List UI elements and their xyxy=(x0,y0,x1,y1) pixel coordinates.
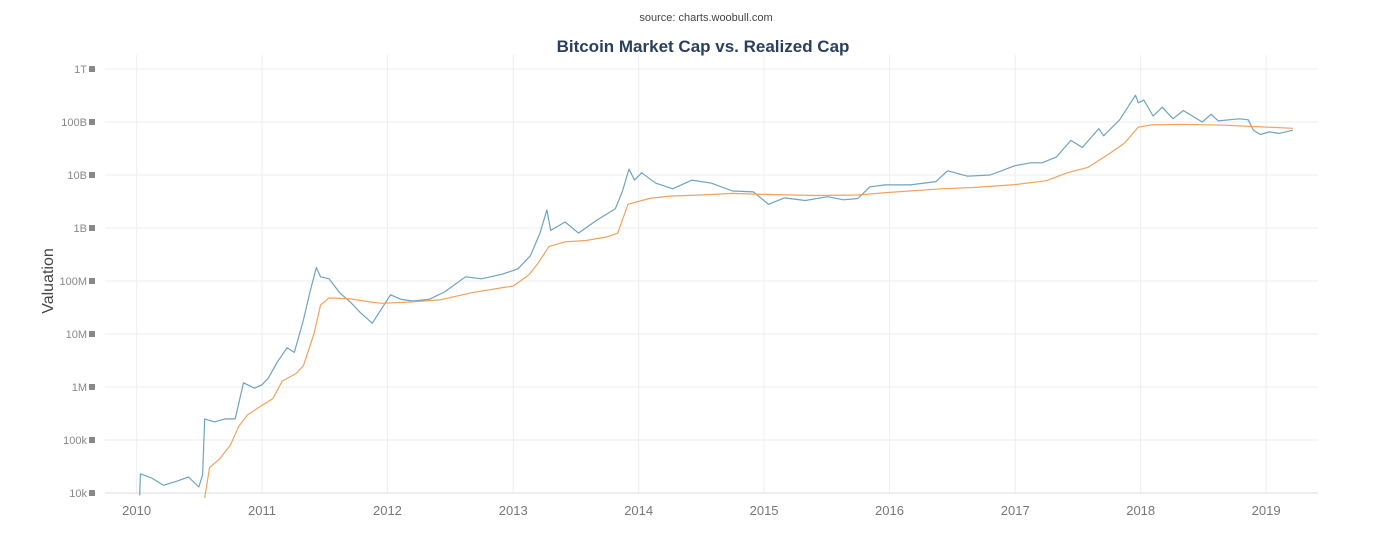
x-axis-ticks: 2010 2011 2012 2013 2014 2015 2016 2017 2018 2019 xyxy=(122,503,1280,518)
y-axis-label: Valuation xyxy=(40,248,57,314)
x-tick-label-5: 2015 xyxy=(750,503,779,518)
y-tick-label-1: 100k xyxy=(63,435,87,447)
y-gridlines xyxy=(105,68,1318,494)
y-tick-label-7: 100B xyxy=(61,117,87,129)
y-tick-marker-5 xyxy=(89,225,95,231)
y-tick-marker-4 xyxy=(89,278,95,284)
y-tick-label-0: 10k xyxy=(69,488,87,500)
series-group xyxy=(139,94,1294,499)
y-tick-label-3: 10M xyxy=(66,329,87,341)
chart-title: Bitcoin Market Cap vs. Realized Cap xyxy=(557,37,850,56)
y-tick-label-6: 10B xyxy=(67,170,87,182)
x-tick-label-0: 2010 xyxy=(122,503,151,518)
y-tick-marker-1 xyxy=(89,437,95,443)
x-tick-label-3: 2013 xyxy=(499,503,528,518)
y-tick-label-5: 1B xyxy=(74,223,87,235)
y-tick-label-8: 1T xyxy=(74,64,87,76)
y-tick-marker-8 xyxy=(89,66,95,72)
y-tick-marker-6 xyxy=(89,172,95,178)
x-tick-label-7: 2017 xyxy=(1001,503,1030,518)
y-axis-ticks: 10k 100k 1M 10M 100M 1B 10B 100B 1T xyxy=(59,64,95,500)
y-tick-marker-0 xyxy=(89,490,95,496)
x-gridlines xyxy=(105,55,1318,494)
y-tick-label-4: 100M xyxy=(59,276,87,288)
x-tick-label-2: 2012 xyxy=(373,503,402,518)
y-tick-marker-2 xyxy=(89,384,95,390)
x-tick-label-6: 2016 xyxy=(875,503,904,518)
source-note: source: charts.woobull.com xyxy=(639,12,772,24)
y-tick-marker-3 xyxy=(89,331,95,337)
x-tick-label-4: 2014 xyxy=(624,503,653,518)
x-tick-label-1: 2011 xyxy=(248,503,276,518)
series-line-1 xyxy=(204,123,1293,499)
y-tick-label-2: 1M xyxy=(72,382,87,394)
x-tick-label-8: 2018 xyxy=(1126,503,1155,518)
y-tick-marker-7 xyxy=(89,119,95,125)
series-line-0 xyxy=(139,94,1294,496)
x-tick-label-9: 2019 xyxy=(1252,503,1281,518)
